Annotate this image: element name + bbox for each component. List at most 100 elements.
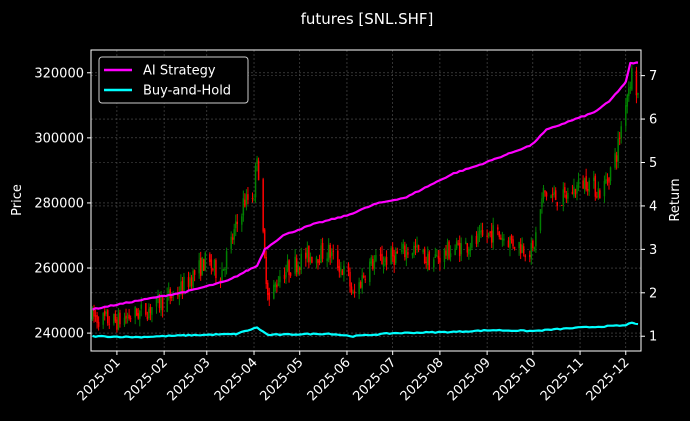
candle: [565, 190, 568, 204]
candle: [561, 204, 563, 207]
candle: [393, 249, 395, 273]
candle: [535, 226, 537, 253]
candle-body: [241, 216, 243, 225]
candle: [247, 187, 249, 205]
candle-body: [273, 284, 275, 299]
candle-body: [582, 180, 584, 189]
candle-body: [169, 289, 171, 299]
candle-body: [320, 245, 322, 264]
candle: [129, 315, 132, 323]
candle: [105, 308, 107, 317]
candle: [375, 249, 377, 263]
candle: [215, 258, 217, 283]
candle-body: [103, 311, 106, 316]
candle-body: [475, 235, 478, 244]
candle: [338, 259, 341, 278]
candle: [544, 190, 546, 197]
candle-body: [565, 194, 568, 199]
candle-body: [597, 188, 600, 198]
candle-body: [586, 189, 589, 191]
candle: [625, 97, 627, 132]
candle-body: [161, 296, 164, 311]
candle-body: [297, 265, 299, 274]
candle: [134, 306, 136, 325]
candle: [599, 188, 601, 199]
candle: [405, 243, 408, 267]
candle: [425, 256, 427, 269]
candle-body: [245, 194, 248, 205]
candle-body: [209, 254, 211, 263]
candle: [212, 268, 214, 272]
candle: [466, 242, 469, 257]
candle: [347, 262, 350, 277]
candle: [137, 307, 139, 320]
candle-body: [155, 296, 158, 307]
candle: [593, 170, 595, 189]
candle: [315, 255, 318, 269]
candle: [167, 282, 170, 301]
candle-body: [605, 179, 607, 183]
candle-body: [614, 153, 616, 168]
candle-body: [283, 274, 286, 280]
candle: [518, 241, 520, 256]
candle: [574, 188, 577, 198]
candle: [139, 309, 141, 327]
candle: [311, 256, 313, 264]
candle-body: [571, 191, 574, 195]
candle-body: [626, 94, 629, 107]
candle-body: [446, 242, 449, 256]
candle: [298, 266, 301, 275]
candle-body: [471, 236, 473, 248]
candle-body: [609, 167, 612, 181]
candle: [384, 256, 386, 267]
candle-body: [318, 260, 321, 263]
candle-body: [97, 321, 100, 327]
y-tick-label-right: 4: [649, 199, 657, 214]
candle-body: [201, 257, 203, 275]
candle-body: [279, 276, 281, 283]
candle-body: [102, 313, 104, 325]
candle: [107, 308, 109, 326]
candle: [401, 242, 403, 255]
candle-body: [361, 275, 363, 289]
candle-body: [343, 265, 345, 275]
candle: [332, 244, 334, 260]
legend-box: [98, 56, 249, 104]
candle-body: [426, 253, 429, 266]
candle: [545, 191, 548, 201]
candle-body: [149, 306, 152, 313]
candle: [262, 177, 264, 234]
candle: [541, 192, 543, 214]
candle: [337, 244, 339, 271]
y-tick-label-right: 1: [649, 330, 657, 345]
candle-body: [637, 93, 639, 95]
candle: [103, 305, 106, 321]
candle-body: [244, 199, 246, 207]
candle-body: [457, 243, 459, 245]
candle: [308, 245, 310, 269]
candle-body: [129, 318, 132, 320]
candle: [396, 247, 398, 254]
candle: [178, 286, 181, 306]
candle-body: [286, 261, 289, 271]
candle-body: [596, 196, 598, 198]
candle: [448, 240, 450, 261]
candle-body: [437, 256, 440, 259]
candle-body: [181, 281, 184, 295]
candle: [608, 176, 610, 190]
candle-body: [480, 230, 482, 233]
candle-body: [288, 260, 290, 275]
candle: [326, 252, 328, 268]
candle-body: [521, 245, 523, 253]
candle: [390, 245, 392, 265]
candle-body: [146, 316, 149, 320]
chart-title: futures [SNL.SHF]: [301, 10, 434, 28]
candle-body: [519, 244, 522, 254]
candle: [503, 234, 505, 246]
candle-body: [311, 257, 313, 263]
candle-body: [277, 283, 280, 286]
candle: [361, 268, 363, 294]
candle: [385, 250, 388, 271]
candle: [320, 238, 322, 264]
